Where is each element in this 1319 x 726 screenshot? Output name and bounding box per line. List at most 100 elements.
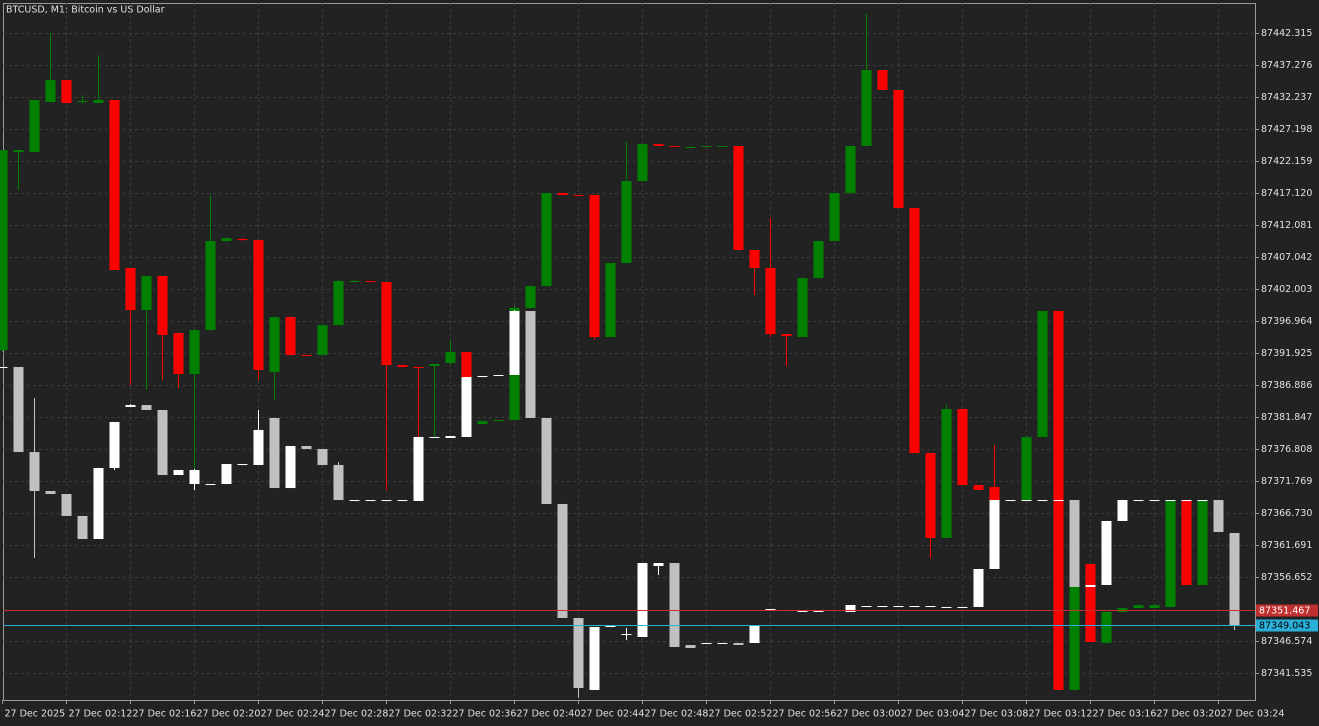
x-tick-label: 27 Dec 03:08 xyxy=(965,709,1029,720)
candle-body xyxy=(77,100,88,102)
x-tick-label: 27 Dec 02:28 xyxy=(325,709,389,720)
candle-body xyxy=(669,146,680,148)
candle-body xyxy=(989,487,1000,501)
candle-body xyxy=(125,267,136,311)
candle-body xyxy=(461,352,472,378)
candle-body xyxy=(1197,500,1208,585)
candle-body xyxy=(1069,584,1080,690)
candle-body xyxy=(1085,563,1096,643)
candle-body xyxy=(701,146,712,148)
candle-body xyxy=(717,642,728,644)
candle-body xyxy=(941,606,952,608)
y-tick-label: 87381.847 xyxy=(1261,412,1312,423)
candle-body xyxy=(205,241,216,331)
y-tick-label: 87371.769 xyxy=(1261,476,1312,487)
x-tick-label: 27 Dec 03:20 xyxy=(1157,709,1221,720)
candle-body xyxy=(765,267,776,335)
candle-body xyxy=(1085,584,1096,587)
price-label-box xyxy=(1256,604,1318,617)
candle-body xyxy=(13,150,24,153)
candle-body xyxy=(397,500,408,502)
candle-body xyxy=(957,606,968,608)
candle-body xyxy=(909,606,920,608)
candle-body xyxy=(605,626,616,628)
y-tick-label: 87412.081 xyxy=(1261,220,1312,231)
candle-body xyxy=(45,491,56,494)
candle-body xyxy=(349,500,360,502)
candle-body xyxy=(429,364,440,366)
candle-body xyxy=(237,464,248,466)
y-tick-label: 87396.964 xyxy=(1261,316,1312,327)
candle-body xyxy=(253,429,264,465)
candle-body xyxy=(285,445,296,489)
x-tick-label: 27 Dec 02:24 xyxy=(261,709,325,720)
candle-body xyxy=(541,192,552,287)
candle-body xyxy=(349,281,360,283)
candle-body xyxy=(669,563,680,647)
candle-body xyxy=(573,618,584,688)
candle-body xyxy=(253,239,264,370)
candle-body xyxy=(541,417,552,504)
candle-body xyxy=(1117,500,1128,521)
x-tick-label: 27 Dec 02:52 xyxy=(709,709,773,720)
y-tick-label: 87442.315 xyxy=(1261,28,1312,39)
candle-body xyxy=(365,281,376,283)
candle-body xyxy=(477,376,488,378)
candle-body xyxy=(221,464,232,485)
candle-body xyxy=(749,250,760,268)
x-tick-label: 27 Dec 02:44 xyxy=(581,709,645,720)
y-tick-label: 87341.535 xyxy=(1261,668,1312,679)
candle-body xyxy=(445,436,456,438)
x-tick-label: 27 Dec 02:12 xyxy=(69,709,133,720)
y-tick-label: 87437.276 xyxy=(1261,60,1312,71)
candle-body xyxy=(605,262,616,338)
candle-body xyxy=(989,500,1000,569)
y-tick-label: 87391.925 xyxy=(1261,348,1312,359)
candle-body xyxy=(1165,500,1176,502)
price-label: 87351.467 xyxy=(1259,606,1310,617)
y-tick-label: 87356.652 xyxy=(1261,572,1312,583)
candle-body xyxy=(141,405,152,410)
y-tick-label: 87427.198 xyxy=(1261,124,1312,135)
candle-body xyxy=(573,195,584,197)
y-tick-label: 87346.574 xyxy=(1261,636,1312,647)
candle-body xyxy=(157,275,168,335)
candle-body xyxy=(1229,532,1240,626)
candle-body xyxy=(685,147,696,149)
candle-body xyxy=(109,421,120,469)
candle-body xyxy=(653,563,664,567)
candle-body xyxy=(925,606,936,608)
candle-body xyxy=(381,500,392,502)
x-tick-label: 27 Dec 02:40 xyxy=(517,709,581,720)
candle-body xyxy=(189,330,200,374)
chart-title: BTCUSD, M1: Bitcoin vs US Dollar xyxy=(6,5,165,16)
x-tick-label: 27 Dec 02:48 xyxy=(645,709,709,720)
candle-body xyxy=(893,606,904,608)
candle-body xyxy=(973,484,984,490)
candle-body xyxy=(461,377,472,437)
y-tick-label: 87417.120 xyxy=(1261,188,1312,199)
candle-body xyxy=(1005,500,1016,502)
candle-body xyxy=(0,366,8,368)
candle-body xyxy=(717,146,728,148)
candle-body xyxy=(1133,605,1144,608)
candle-body xyxy=(525,310,536,418)
candle-body xyxy=(813,610,824,612)
candle-body xyxy=(797,278,808,338)
candle-body xyxy=(45,80,56,102)
plot-frame xyxy=(3,3,1256,701)
candle-body xyxy=(749,625,760,643)
candle-body xyxy=(973,568,984,607)
candle-body xyxy=(589,195,600,338)
candle-body xyxy=(1037,310,1048,437)
candle-body xyxy=(1021,500,1032,502)
candle-body xyxy=(1069,500,1080,587)
candle-body xyxy=(1101,611,1112,643)
y-tick-label: 87422.159 xyxy=(1261,156,1312,167)
candle-body xyxy=(861,606,872,608)
candle-body xyxy=(845,605,856,612)
candle-body xyxy=(1181,500,1192,502)
y-tick-label: 87361.691 xyxy=(1261,540,1312,551)
candle-body xyxy=(733,146,744,251)
